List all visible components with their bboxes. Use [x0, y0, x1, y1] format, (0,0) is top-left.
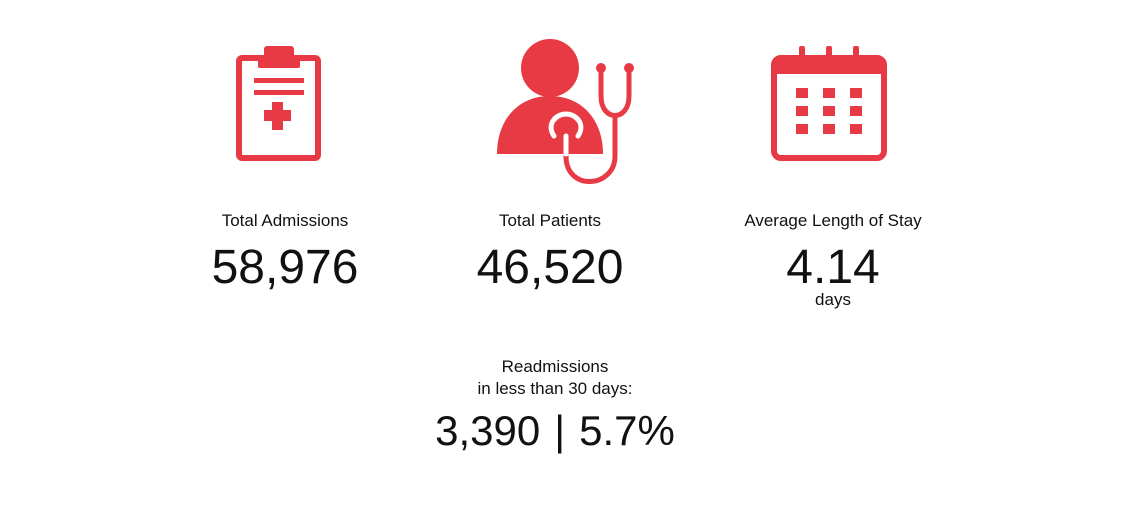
- stay-value: 4.14: [786, 241, 880, 294]
- stay-label: Average Length of Stay: [744, 211, 922, 230]
- doctor-stethoscope-icon: [497, 39, 634, 184]
- clipboard-icon: [236, 46, 321, 161]
- stay-unit: days: [815, 290, 851, 309]
- readmissions-count: 3,390: [435, 407, 541, 454]
- readmissions-separator: |: [554, 407, 566, 454]
- admissions-value: 58,976: [211, 241, 359, 294]
- readmissions-percent: 5.7%: [579, 407, 675, 454]
- readmissions-value: 3,390 | 5.7%: [405, 410, 705, 452]
- readmissions-label-line2: in less than 30 days:: [477, 379, 633, 398]
- admissions-label: Total Admissions: [221, 211, 349, 230]
- patients-value: 46,520: [476, 241, 624, 294]
- patients-label: Total Patients: [498, 211, 602, 230]
- readmissions-label-line1: Readmissions: [501, 357, 609, 376]
- readmissions-label: Readmissions in less than 30 days:: [430, 356, 680, 400]
- calendar-icon: [771, 46, 887, 161]
